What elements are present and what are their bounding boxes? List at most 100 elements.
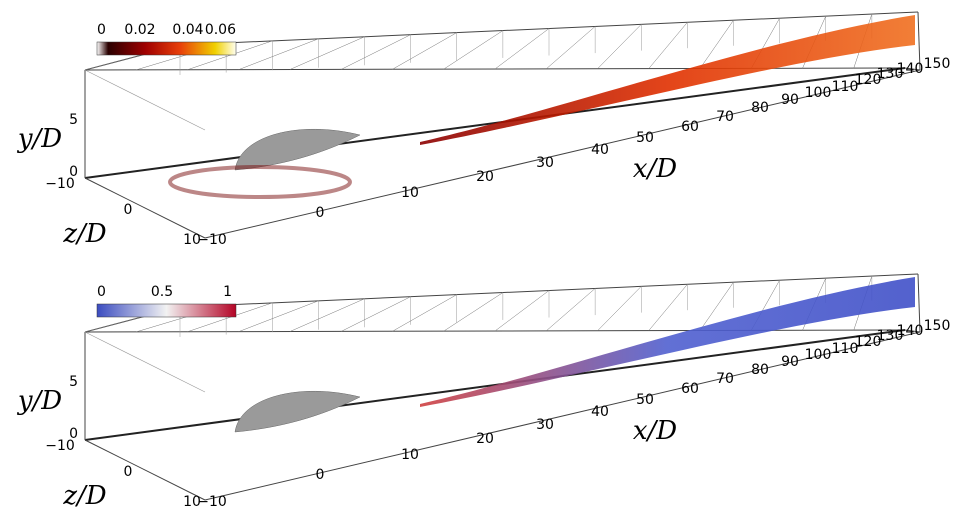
x-tick-label: 150 [924,56,951,72]
box-edge [238,300,319,332]
colorbar-tick-label: 0 [97,22,106,38]
box-edge [84,67,906,179]
box-edge [904,329,921,333]
plume [420,277,915,407]
colorbar-tick-label: 0.04 [172,22,203,38]
box-edge [917,273,921,333]
box-edge [187,40,273,70]
x-tick-label: −10 [197,494,227,510]
x-tick-label: 20 [476,169,494,185]
colorbar-tick-label: 0 [97,284,106,300]
box-edge [84,329,906,441]
x-tick-label: 10 [401,185,419,201]
box-edge [699,282,734,331]
x-tick-label: 110 [832,341,859,357]
cylinder-wake [234,129,361,171]
y-tick-label: 5 [69,374,78,390]
z-tick-label: 10 [183,232,201,248]
box-edge [341,296,411,332]
box-edge [341,34,411,70]
box-edge [392,294,457,332]
x-tick-label: 50 [636,130,654,146]
x-axis-label: x/D [633,154,677,184]
box-edge [84,177,206,239]
x-tick-label: 50 [636,392,654,408]
colorbar-tick-label: 0.02 [124,22,155,38]
box-edge [84,439,206,501]
x-tick-label: 10 [401,447,419,463]
x-axis-label: x/D [633,416,677,446]
colorbar [96,41,237,56]
box-edge [204,331,921,501]
x-tick-label: 140 [897,61,924,77]
box-edge [546,26,596,70]
x-tick-label: 80 [751,100,769,116]
x-tick-label: 120 [855,334,882,350]
colorbar-tick-label: 0.5 [151,284,173,300]
x-tick-label: 150 [924,318,951,334]
colorbar [96,303,237,318]
colorbar-tick-label: 1 [223,284,232,300]
x-tick-label: 120 [855,72,882,88]
x-tick-label: 60 [681,381,699,397]
z-tick-label: −10 [45,176,75,192]
x-tick-label: 40 [591,404,609,420]
x-tick-label: 140 [897,323,924,339]
x-tick-label: 60 [681,119,699,135]
box-edge [917,11,921,71]
box-edge [546,288,596,332]
x-tick-label: 130 [877,328,904,344]
x-tick-label: 90 [781,354,799,370]
z-tick-label: −10 [45,438,75,454]
box-edge [289,36,365,70]
x-tick-label: 70 [716,109,734,125]
z-axis-label: z/D [62,481,106,511]
box-edge [443,30,504,70]
z-tick-label: 10 [183,494,201,510]
box-edge [648,22,688,69]
box-edge [84,331,206,393]
box-edge [904,67,921,71]
box-edge [238,38,319,70]
box-edge [699,20,734,69]
x-tick-label: 130 [877,66,904,82]
shadow [168,165,352,199]
x-tick-label: 40 [591,142,609,158]
colorbar-tick-label: 0.06 [205,22,236,38]
x-tick-label: 30 [536,155,554,171]
box-edge [597,286,642,331]
box-edge [494,290,550,332]
z-axis-label: z/D [62,219,106,249]
y-tick-label: 0 [69,164,78,180]
x-tick-label: −10 [197,232,227,248]
x-tick-label: 0 [316,205,325,221]
box-edge [187,302,273,332]
box-edge [204,69,921,239]
x-tick-label: 70 [716,371,734,387]
y-axis-label: y/D [17,386,62,416]
box-edge [597,24,642,69]
cylinder-wake [234,391,361,433]
x-tick-label: 90 [781,92,799,108]
y-axis-label: y/D [17,124,62,154]
x-tick-label: 100 [805,347,832,363]
y-tick-label: 0 [69,426,78,442]
x-tick-label: 110 [832,79,859,95]
box-edge [289,298,365,332]
x-tick-label: 80 [751,362,769,378]
x-tick-label: 20 [476,431,494,447]
x-tick-label: 0 [316,467,325,483]
box-edge [84,69,206,131]
box-edge [648,284,688,331]
box-edge [443,292,504,332]
plume [420,15,915,145]
x-tick-label: 30 [536,417,554,433]
z-tick-label: 0 [124,464,133,480]
box-edge [494,28,550,70]
x-tick-label: 100 [805,85,832,101]
box-edge [392,32,457,70]
z-tick-label: 0 [124,202,133,218]
